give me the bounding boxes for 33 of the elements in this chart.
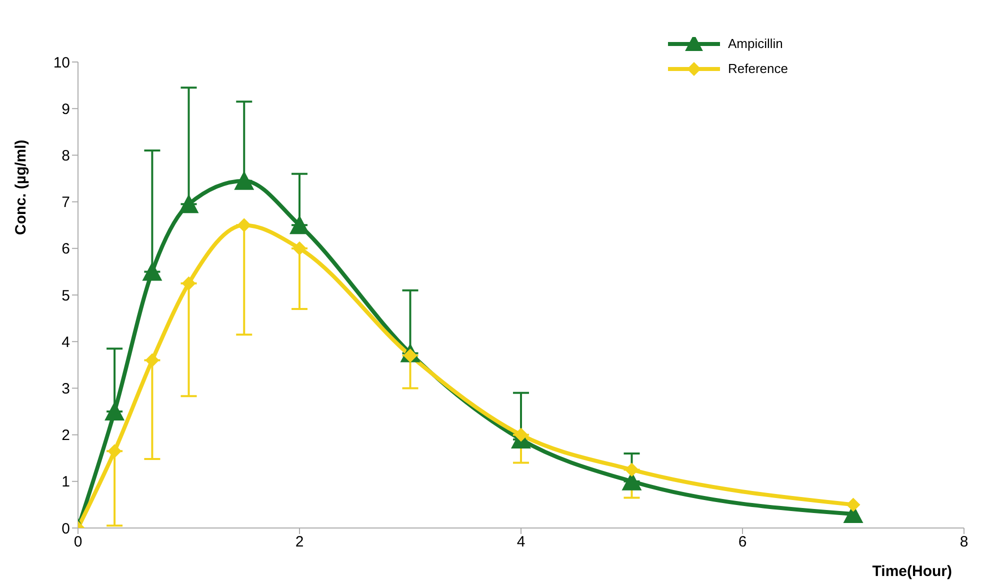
point — [178, 194, 199, 214]
point — [108, 444, 122, 458]
point — [290, 215, 310, 234]
point — [145, 353, 160, 368]
y-tick-label: 0 — [62, 520, 70, 538]
x-axis-title: Time(Hour) — [872, 563, 952, 580]
x-tick-label: 8 — [960, 534, 968, 551]
y-tick-label: 5 — [62, 287, 70, 304]
point — [237, 218, 252, 232]
y-tick-label: 9 — [62, 100, 70, 118]
y-tick-label: 10 — [53, 54, 70, 72]
point — [624, 462, 639, 477]
x-tick-label: 4 — [516, 534, 526, 551]
point — [182, 276, 196, 290]
point — [104, 402, 125, 420]
x-tick-label: 2 — [295, 534, 304, 551]
point — [292, 241, 306, 256]
point — [234, 170, 254, 190]
y-tick-label: 6 — [62, 240, 70, 258]
point — [514, 428, 528, 442]
y-tick-label: 3 — [62, 380, 70, 398]
legend-label: Reference — [728, 61, 788, 76]
point — [142, 262, 162, 281]
y-axis-title: Conc. (µg/ml) — [12, 140, 30, 235]
y-tick-label: 1 — [62, 474, 70, 491]
y-tick-label: 7 — [62, 194, 70, 212]
y-tick-label: 4 — [62, 334, 70, 351]
x-tick-label: 0 — [74, 534, 82, 551]
y-tick-label: 2 — [62, 427, 70, 444]
legend-label: Ampicillin — [728, 36, 783, 51]
x-tick-label: 6 — [738, 534, 747, 551]
point — [846, 498, 860, 512]
y-tick-label: 8 — [62, 148, 70, 165]
